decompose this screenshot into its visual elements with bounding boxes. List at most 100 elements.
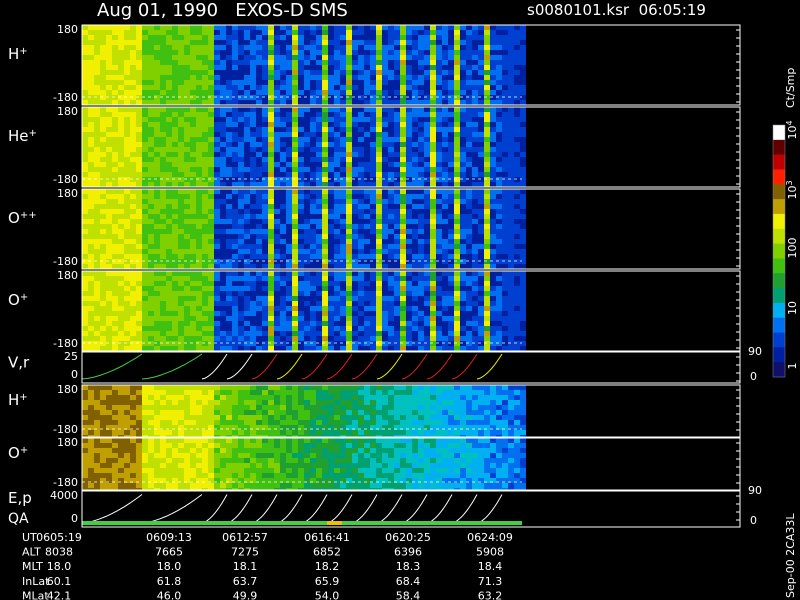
spectrogram-cell bbox=[454, 80, 460, 85]
spectrogram-cell bbox=[484, 177, 490, 182]
spectrogram-cell bbox=[484, 40, 490, 45]
spectrogram-cell bbox=[190, 239, 196, 244]
spectrogram-cell bbox=[424, 326, 430, 331]
spectrogram-cell bbox=[508, 142, 514, 147]
spectrogram-cell bbox=[418, 281, 424, 286]
spectrogram-cell bbox=[220, 229, 226, 234]
spectrogram-cell bbox=[262, 45, 268, 50]
spectrogram-cell bbox=[172, 194, 178, 199]
spectrogram-cell bbox=[406, 80, 412, 85]
spectrogram-cell bbox=[466, 199, 472, 204]
spectrogram-cell bbox=[472, 331, 478, 336]
spectrogram-cell bbox=[262, 112, 268, 117]
spectrogram-cell bbox=[448, 147, 454, 152]
spectrogram-cell bbox=[274, 142, 280, 147]
spectrogram-cell bbox=[388, 147, 394, 152]
spectrogram-cell bbox=[340, 122, 346, 127]
spectrogram-cell bbox=[124, 45, 130, 50]
spectrogram-cell bbox=[400, 167, 406, 172]
spectrogram-cell bbox=[418, 264, 424, 269]
spectrogram-cell bbox=[388, 107, 394, 112]
spectrogram-cell bbox=[376, 286, 382, 291]
spectrogram-cell bbox=[178, 152, 184, 157]
panel-label-text: O bbox=[8, 291, 20, 309]
spectrogram-cell bbox=[460, 189, 466, 194]
spectrogram-cell bbox=[448, 291, 454, 296]
spectrogram-cell bbox=[346, 331, 352, 336]
spectrogram-cell bbox=[394, 199, 400, 204]
spectrogram-cell bbox=[508, 162, 514, 167]
spectrogram-cell bbox=[388, 189, 394, 194]
spectrogram-cell bbox=[334, 291, 340, 296]
spectrogram-cell bbox=[208, 291, 214, 296]
spectrogram-cell bbox=[250, 137, 256, 142]
spectrogram-cell bbox=[292, 95, 298, 100]
spectrogram-cell bbox=[292, 194, 298, 199]
spectrogram-cell bbox=[88, 199, 94, 204]
spectrogram-cell bbox=[196, 40, 202, 45]
spectrogram-cell bbox=[262, 177, 268, 182]
spectrogram-cell bbox=[130, 219, 136, 224]
spectrogram-cell bbox=[184, 142, 190, 147]
spectrogram-cell bbox=[322, 117, 328, 122]
spectrogram-cell bbox=[250, 281, 256, 286]
spectrogram-cell bbox=[190, 259, 196, 264]
spectrogram-cell bbox=[424, 75, 430, 80]
spectrogram-cell bbox=[142, 234, 148, 239]
spectrogram-cell bbox=[148, 95, 154, 100]
spectrogram-cell bbox=[448, 127, 454, 132]
spectrogram-cell bbox=[280, 182, 286, 187]
spectrogram-cell bbox=[364, 199, 370, 204]
spectrogram-cell bbox=[406, 276, 412, 281]
spectrogram-cell bbox=[220, 70, 226, 75]
spectrogram-cell bbox=[430, 301, 436, 306]
spectrogram-cell bbox=[142, 311, 148, 316]
spectrogram-cell bbox=[130, 430, 136, 435]
spectrogram-cell bbox=[520, 281, 526, 286]
spectrogram-cell bbox=[148, 244, 154, 249]
spectrogram-cell bbox=[226, 219, 232, 224]
spectrogram-cell bbox=[310, 100, 316, 105]
spectrogram-cell bbox=[136, 415, 142, 420]
trace bbox=[201, 353, 228, 380]
spectrogram-cell bbox=[352, 189, 358, 194]
spectrogram-cell bbox=[430, 157, 436, 162]
spectrogram-cell bbox=[400, 346, 406, 351]
spectrogram-cell bbox=[382, 70, 388, 75]
spectrogram-cell bbox=[424, 107, 430, 112]
spectrogram-cell bbox=[244, 194, 250, 199]
spectrogram-cell bbox=[322, 162, 328, 167]
spectrogram-cell bbox=[460, 249, 466, 254]
spectrogram-cell bbox=[160, 209, 166, 214]
spectrogram-cell bbox=[214, 95, 220, 100]
spectrogram-cell bbox=[382, 296, 388, 301]
spectrogram-cell bbox=[430, 127, 436, 132]
spectrogram-cell bbox=[490, 214, 496, 219]
spectrogram-cell bbox=[496, 122, 502, 127]
spectrogram-cell bbox=[412, 311, 418, 316]
spectrogram-cell bbox=[124, 326, 130, 331]
spectrogram-cell bbox=[292, 326, 298, 331]
spectrogram-cell bbox=[364, 189, 370, 194]
spectrogram-cell bbox=[502, 55, 508, 60]
spectrogram-cell bbox=[142, 306, 148, 311]
spectrogram-cell bbox=[514, 281, 520, 286]
spectrogram-cell bbox=[244, 80, 250, 85]
spectrogram-cell bbox=[250, 219, 256, 224]
spectrogram-cell bbox=[382, 249, 388, 254]
spectrogram-cell bbox=[88, 132, 94, 137]
spectrogram-cell bbox=[142, 137, 148, 142]
spectrogram-cell bbox=[268, 311, 274, 316]
spectrogram-cell bbox=[274, 70, 280, 75]
spectrogram-cell bbox=[418, 326, 424, 331]
spectrogram-cell bbox=[172, 234, 178, 239]
spectrogram-cell bbox=[82, 199, 88, 204]
spectrogram-cell bbox=[460, 326, 466, 331]
spectrogram-cell bbox=[124, 395, 130, 400]
spectrogram-cell bbox=[376, 55, 382, 60]
spectrogram-cell bbox=[88, 85, 94, 90]
spectrogram-cell bbox=[358, 182, 364, 187]
spectrogram-cell bbox=[112, 65, 118, 70]
spectrogram-cell bbox=[274, 209, 280, 214]
spectrogram-cell bbox=[442, 25, 448, 30]
